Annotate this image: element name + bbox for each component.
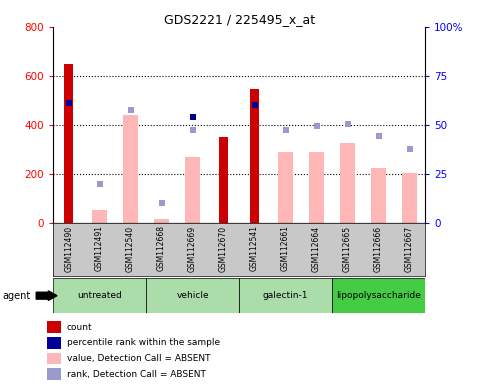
Text: GSM112666: GSM112666 [374, 225, 383, 271]
Bar [53, 278, 146, 313]
Bar [47, 368, 61, 380]
Bar [239, 278, 332, 313]
Text: GSM112667: GSM112667 [405, 225, 414, 271]
Text: vehicle: vehicle [176, 291, 209, 300]
Bar [250, 89, 259, 223]
Text: GSM112664: GSM112664 [312, 225, 321, 271]
Text: agent: agent [2, 291, 30, 301]
Bar [64, 64, 73, 223]
Text: lipopolysaccharide: lipopolysaccharide [336, 291, 421, 300]
Bar [47, 353, 61, 364]
Text: GSM112541: GSM112541 [250, 225, 259, 271]
Bar [123, 115, 138, 223]
Bar [278, 152, 293, 223]
Text: GSM112540: GSM112540 [126, 225, 135, 271]
Bar [309, 152, 324, 223]
Bar [185, 157, 200, 223]
Text: GSM112668: GSM112668 [157, 225, 166, 271]
Text: GSM112665: GSM112665 [343, 225, 352, 271]
Bar [402, 172, 417, 223]
Bar [92, 210, 107, 223]
Bar [154, 219, 170, 223]
Bar [146, 278, 239, 313]
Text: GSM112490: GSM112490 [64, 225, 73, 271]
Text: GSM112661: GSM112661 [281, 225, 290, 271]
Text: galectin-1: galectin-1 [263, 291, 308, 300]
Text: GSM112491: GSM112491 [95, 225, 104, 271]
Bar [332, 278, 425, 313]
Bar [371, 168, 386, 223]
Bar [219, 137, 228, 223]
Text: GSM112669: GSM112669 [188, 225, 197, 271]
Text: GSM112670: GSM112670 [219, 225, 228, 271]
Bar [47, 337, 61, 349]
Bar [47, 321, 61, 333]
Text: untreated: untreated [77, 291, 122, 300]
Text: count: count [67, 323, 92, 332]
Text: rank, Detection Call = ABSENT: rank, Detection Call = ABSENT [67, 370, 206, 379]
Title: GDS2221 / 225495_x_at: GDS2221 / 225495_x_at [164, 13, 314, 26]
Text: value, Detection Call = ABSENT: value, Detection Call = ABSENT [67, 354, 210, 363]
Bar [340, 143, 355, 223]
Text: percentile rank within the sample: percentile rank within the sample [67, 338, 220, 348]
